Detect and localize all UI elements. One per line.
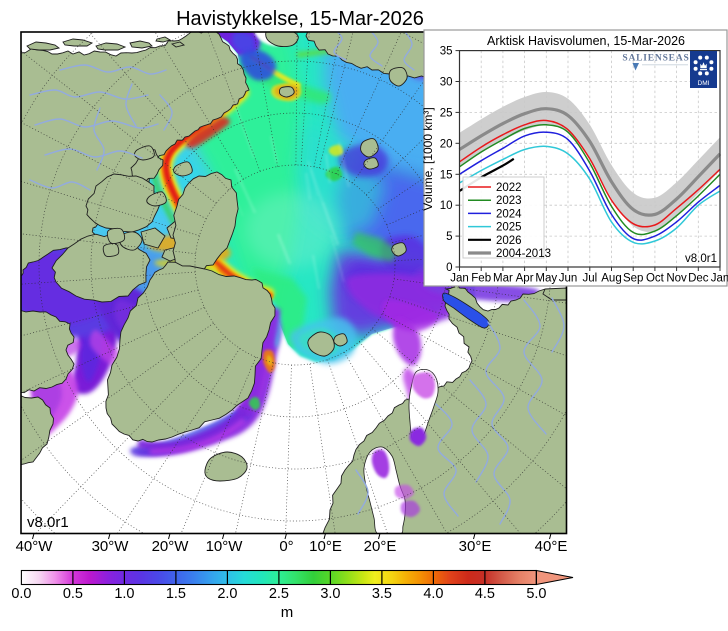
svg-text:30°E: 30°E xyxy=(459,538,492,555)
svg-text:5.0: 5.0 xyxy=(526,586,546,602)
svg-text:0.0: 0.0 xyxy=(11,586,31,602)
svg-text:5: 5 xyxy=(446,231,452,243)
svg-text:0°: 0° xyxy=(279,538,293,555)
svg-text:m: m xyxy=(281,604,294,621)
svg-text:Sep: Sep xyxy=(623,273,643,285)
svg-text:15: 15 xyxy=(440,169,453,181)
svg-text:40°E: 40°E xyxy=(535,538,568,555)
svg-text:3.5: 3.5 xyxy=(372,586,392,602)
svg-text:Apr: Apr xyxy=(516,273,534,285)
svg-text:1.0: 1.0 xyxy=(114,586,134,602)
svg-text:1.5: 1.5 xyxy=(166,586,186,602)
svg-text:Nov: Nov xyxy=(666,273,687,285)
svg-text:2022: 2022 xyxy=(496,182,522,194)
svg-text:2025: 2025 xyxy=(496,222,522,234)
svg-text:0.5: 0.5 xyxy=(63,586,83,602)
svg-text:DMI: DMI xyxy=(698,80,710,87)
svg-text:Mar: Mar xyxy=(493,273,513,285)
svg-text:10°W: 10°W xyxy=(206,538,244,555)
svg-text:4.0: 4.0 xyxy=(423,586,443,602)
svg-text:2024: 2024 xyxy=(496,208,522,220)
svg-text:Havistykkelse, 15-Mar-2026: Havistykkelse, 15-Mar-2026 xyxy=(176,8,424,30)
svg-text:v8.0r1: v8.0r1 xyxy=(27,514,69,531)
svg-text:Volume, [1000 km³]: Volume, [1000 km³] xyxy=(421,107,435,210)
svg-text:v8.0r1: v8.0r1 xyxy=(685,253,717,265)
svg-text:Feb: Feb xyxy=(471,273,491,285)
svg-text:Aug: Aug xyxy=(601,273,621,285)
svg-text:SALIENSEAS: SALIENSEAS xyxy=(622,54,689,64)
svg-text:2026: 2026 xyxy=(496,235,522,247)
svg-text:2004-2013: 2004-2013 xyxy=(496,248,551,260)
svg-text:20°W: 20°W xyxy=(152,538,190,555)
svg-text:2.5: 2.5 xyxy=(269,586,289,602)
svg-text:Jan: Jan xyxy=(450,273,469,285)
svg-text:Oct: Oct xyxy=(646,273,665,285)
svg-text:25: 25 xyxy=(440,107,453,119)
svg-text:20: 20 xyxy=(440,138,453,150)
svg-text:20°E: 20°E xyxy=(364,538,397,555)
svg-text:10°E: 10°E xyxy=(309,538,342,555)
svg-text:Jul: Jul xyxy=(582,273,597,285)
svg-text:0: 0 xyxy=(446,262,452,274)
svg-text:May: May xyxy=(535,273,557,285)
svg-text:30: 30 xyxy=(440,77,453,89)
svg-text:Dec: Dec xyxy=(688,273,709,285)
svg-text:40°W: 40°W xyxy=(16,538,54,555)
svg-text:10: 10 xyxy=(440,200,453,212)
svg-text:2.0: 2.0 xyxy=(217,586,237,602)
svg-text:Arktisk Havisvolumen, 15-Mar-2: Arktisk Havisvolumen, 15-Mar-2026 xyxy=(487,34,685,48)
svg-text:Jan: Jan xyxy=(711,273,728,285)
svg-text:Jun: Jun xyxy=(559,273,578,285)
svg-text:35: 35 xyxy=(440,46,453,58)
svg-text:2023: 2023 xyxy=(496,195,522,207)
svg-text:3.0: 3.0 xyxy=(320,586,340,602)
svg-text:30°W: 30°W xyxy=(92,538,130,555)
svg-text:4.5: 4.5 xyxy=(475,586,495,602)
